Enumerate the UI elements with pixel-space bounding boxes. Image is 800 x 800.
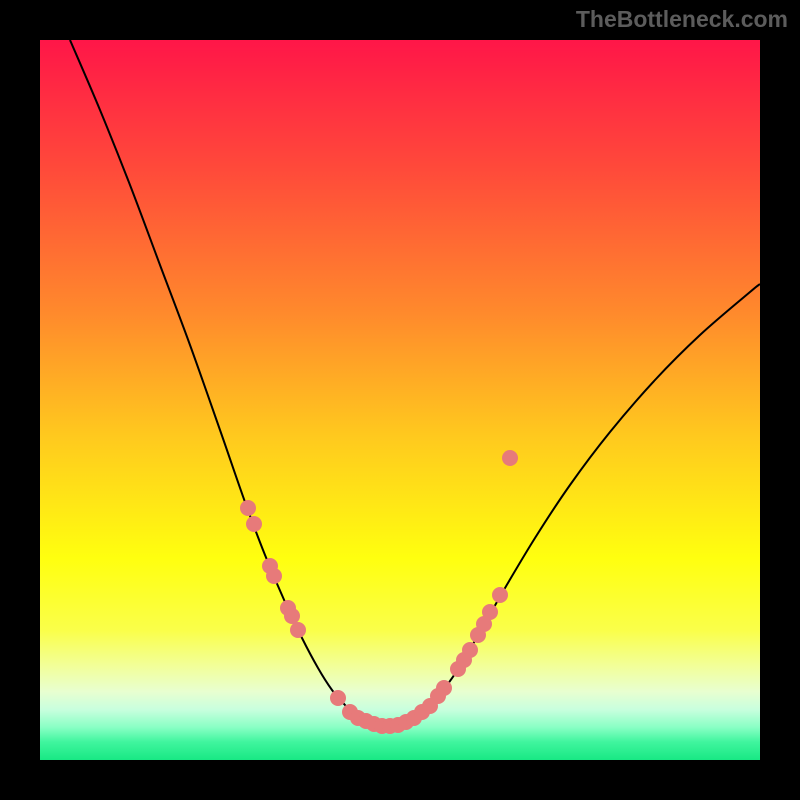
data-marker (492, 587, 508, 603)
gradient-background (40, 40, 760, 760)
data-marker (290, 622, 306, 638)
chart-root: TheBottleneck.com (0, 0, 800, 800)
data-marker (266, 568, 282, 584)
plot-area (40, 40, 760, 760)
plot-svg (40, 40, 760, 760)
data-marker (284, 608, 300, 624)
data-marker (482, 604, 498, 620)
data-marker (330, 690, 346, 706)
attribution-label: TheBottleneck.com (576, 6, 788, 33)
data-marker (246, 516, 262, 532)
data-marker (240, 500, 256, 516)
data-marker (462, 642, 478, 658)
data-marker (502, 450, 518, 466)
data-marker (436, 680, 452, 696)
